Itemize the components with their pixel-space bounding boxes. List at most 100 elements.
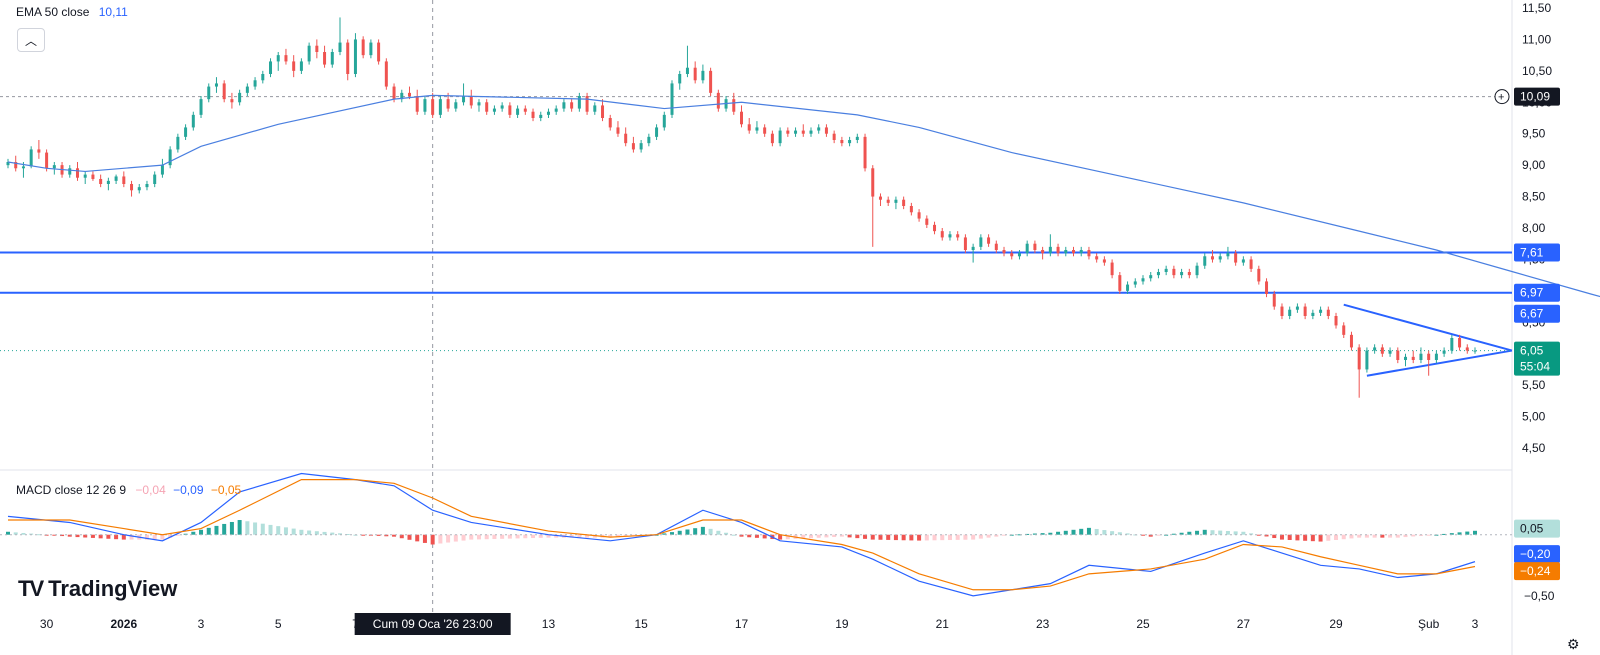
candle-body bbox=[562, 102, 566, 109]
candle-body bbox=[153, 174, 157, 184]
candle-body bbox=[1226, 253, 1230, 257]
candle-body bbox=[1295, 306, 1299, 310]
macd-histogram-bar bbox=[106, 534, 111, 539]
candle-body bbox=[75, 168, 79, 178]
macd-histogram-bar bbox=[808, 534, 813, 539]
candle-body bbox=[353, 39, 357, 74]
macd-histogram-bar bbox=[392, 534, 397, 537]
macd-histogram-bar bbox=[986, 534, 991, 538]
macd-histogram-bar bbox=[955, 534, 960, 540]
candle-body bbox=[1203, 256, 1207, 266]
macd-histogram-bar bbox=[199, 529, 204, 535]
candle-body bbox=[253, 80, 257, 87]
candle-body bbox=[462, 96, 466, 103]
time-axis-tick: 13 bbox=[542, 617, 556, 631]
candle-body bbox=[500, 105, 504, 109]
macd-histogram-bar bbox=[963, 534, 968, 540]
candle-body bbox=[1025, 243, 1029, 254]
crosshair-time-box bbox=[354, 613, 511, 635]
candle-body bbox=[655, 127, 659, 137]
chevron-up-icon: ︿ bbox=[24, 33, 37, 48]
macd-histogram-bar bbox=[168, 534, 173, 538]
ema-indicator-legend: EMA 50 close 10,11 bbox=[16, 5, 128, 19]
candle-body bbox=[577, 96, 581, 109]
macd-histogram-bar bbox=[901, 534, 906, 541]
candle-body bbox=[1133, 281, 1137, 285]
macd-histogram-bar bbox=[824, 534, 829, 538]
candle-body bbox=[1218, 256, 1222, 260]
macd-line bbox=[7, 472, 1476, 597]
macd-histogram-bar bbox=[1017, 534, 1022, 536]
tradingview-logo[interactable]: TV TradingView bbox=[18, 576, 177, 602]
macd-histogram-bar bbox=[554, 534, 559, 538]
candle-body bbox=[871, 168, 875, 197]
add-alert-plus: + bbox=[1498, 92, 1504, 104]
macd-histogram-bar bbox=[13, 532, 18, 535]
macd-histogram-bar bbox=[1102, 530, 1107, 535]
candle-body bbox=[1156, 272, 1160, 276]
candle-body bbox=[1365, 350, 1369, 370]
macd-histogram-bar bbox=[546, 534, 551, 538]
macd-histogram-bar bbox=[253, 522, 258, 535]
price-label-box bbox=[1514, 304, 1560, 323]
macd-histogram-bar bbox=[1233, 531, 1238, 535]
candle-body bbox=[68, 168, 72, 175]
candle-body bbox=[1388, 350, 1392, 354]
candle-body bbox=[1257, 268, 1261, 282]
macd-histogram-bar bbox=[1372, 534, 1377, 538]
macd-histogram-bar bbox=[662, 533, 667, 535]
macd-histogram-bar bbox=[345, 534, 350, 536]
macd-histogram-bar bbox=[191, 531, 196, 535]
macd-histogram-bar bbox=[21, 532, 26, 535]
gear-icon[interactable]: ⚙ bbox=[1567, 636, 1580, 652]
candle-body bbox=[1342, 325, 1346, 335]
candle-body bbox=[52, 165, 56, 169]
candle-body bbox=[1033, 243, 1037, 250]
candle-body bbox=[106, 180, 110, 184]
time-axis-tick: 3 bbox=[1472, 617, 1479, 631]
candle-body bbox=[431, 99, 435, 115]
macd-value-label-text: −0,24 bbox=[1520, 564, 1551, 578]
candle-body bbox=[647, 136, 651, 144]
candle-body bbox=[1265, 281, 1269, 294]
macd-histogram-bar bbox=[268, 524, 273, 535]
candle-body bbox=[469, 96, 473, 106]
macd-histogram-bar bbox=[500, 534, 505, 539]
candle-body bbox=[824, 127, 828, 134]
candle-body bbox=[956, 234, 960, 238]
macd-histogram-bar bbox=[1303, 534, 1308, 541]
price-label-box bbox=[1514, 341, 1560, 376]
macd-histogram-bar bbox=[778, 534, 783, 540]
candle-body bbox=[662, 114, 666, 128]
tradingview-logo-icon: TV bbox=[18, 576, 44, 601]
collapse-legend-button[interactable]: ︿ bbox=[17, 28, 45, 52]
candle-body bbox=[284, 55, 288, 62]
candle-body bbox=[477, 102, 481, 106]
macd-histogram-bar bbox=[330, 532, 335, 535]
price-label-countdown: 55:04 bbox=[1520, 360, 1550, 374]
candle-body bbox=[616, 127, 620, 134]
macd-value-label-box bbox=[1514, 545, 1560, 564]
candle-body bbox=[1180, 272, 1184, 276]
candle-body bbox=[14, 162, 18, 169]
macd-histogram-bar bbox=[677, 530, 682, 535]
candle-body bbox=[886, 199, 890, 203]
macd-histogram-bar bbox=[206, 527, 211, 535]
candle-body bbox=[122, 176, 126, 184]
candle-body bbox=[338, 42, 342, 52]
macd-histogram-bar bbox=[747, 534, 752, 538]
macd-histogram-bar bbox=[36, 534, 41, 536]
macd-histogram-bar bbox=[940, 534, 945, 541]
time-axis-tick: 19 bbox=[835, 617, 849, 631]
candle-body bbox=[740, 111, 743, 125]
candle-body bbox=[1280, 306, 1284, 316]
time-axis-tick: Şub bbox=[1418, 617, 1440, 631]
price-axis-tick: 9,50 bbox=[1522, 127, 1546, 141]
candle-body bbox=[701, 70, 705, 81]
macd-histogram-bar bbox=[1086, 527, 1091, 535]
candle-body bbox=[1195, 265, 1199, 276]
candle-body bbox=[423, 99, 427, 112]
candle-body bbox=[940, 231, 944, 238]
macd-histogram-bar bbox=[1125, 533, 1130, 535]
